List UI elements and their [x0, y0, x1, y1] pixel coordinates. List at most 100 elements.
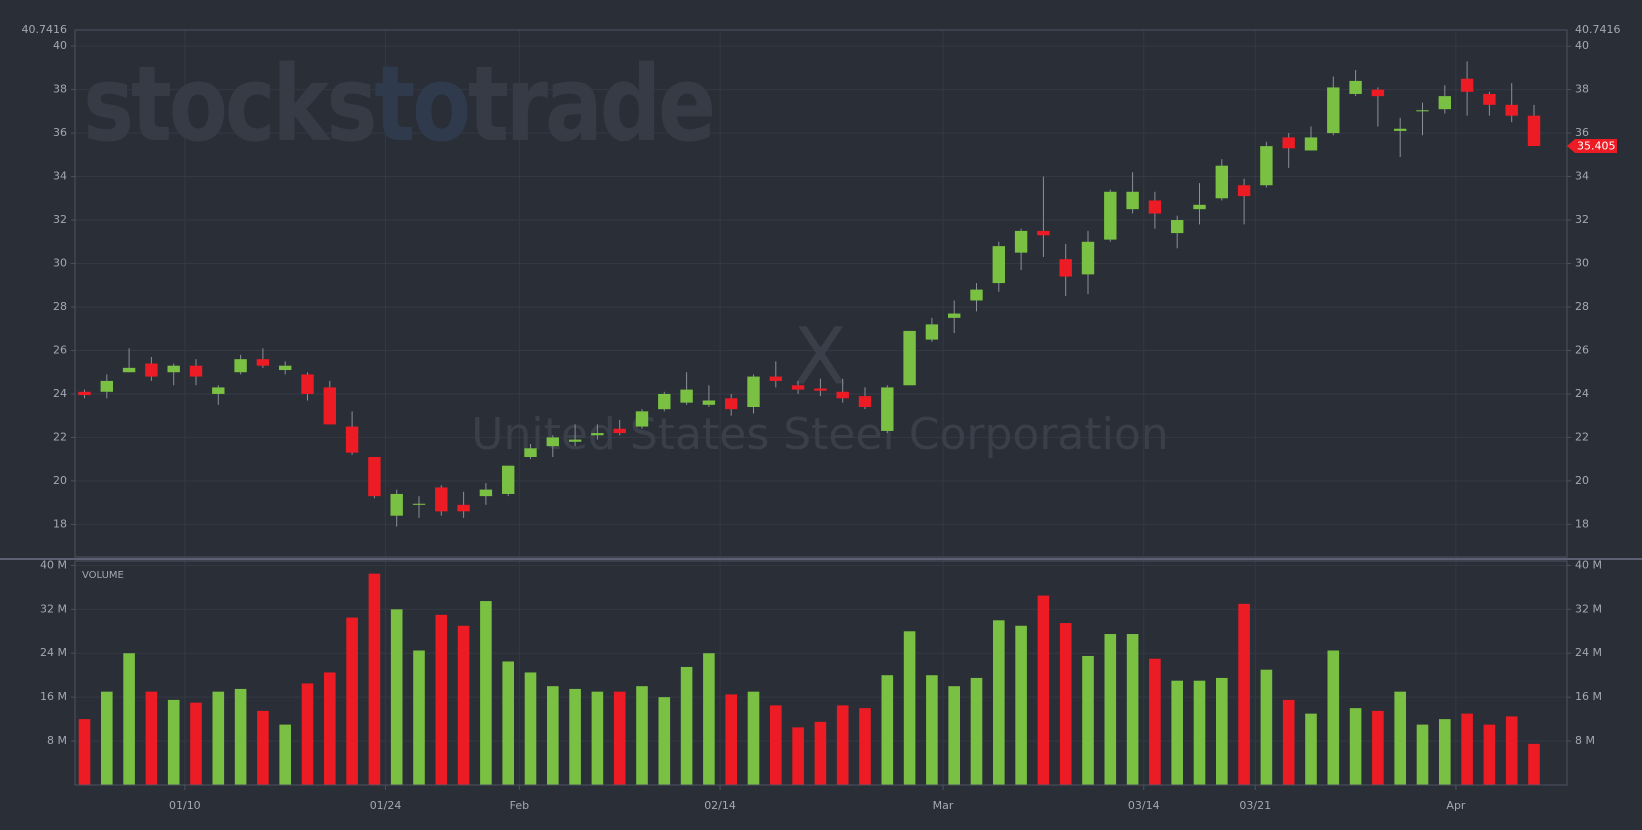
y-tick-label-right: 20: [1575, 474, 1589, 487]
candle-body: [390, 493, 403, 516]
candle-body: [836, 391, 849, 399]
y-tick-label-right: 26: [1575, 343, 1589, 356]
volume-bar: [1238, 603, 1250, 785]
y-tick-label: 30: [53, 257, 67, 270]
y-max-label: 40.7416: [22, 23, 68, 36]
candle-body: [1483, 93, 1496, 105]
watermark-brand-part: trade: [468, 43, 713, 165]
volume-bar: [324, 672, 336, 785]
volume-bar: [1305, 713, 1317, 785]
candle-body: [903, 330, 916, 386]
candle-body: [680, 389, 693, 403]
volume-bar: [993, 620, 1005, 785]
volume-bar: [680, 666, 693, 785]
y-tick-label: 40: [53, 39, 67, 52]
volume-bar: [390, 609, 403, 785]
candle-body: [1215, 165, 1228, 199]
candle-body: [256, 359, 270, 366]
volume-title: VOLUME: [82, 570, 124, 581]
volume-bar: [1416, 724, 1429, 785]
volume-bar: [502, 661, 514, 785]
mark-layer: [78, 61, 1541, 785]
x-tick-label: 01/24: [370, 799, 402, 812]
y-tick-label-right: 30: [1575, 257, 1589, 270]
y-tick-label: 40 M: [40, 558, 67, 571]
candle-body: [1260, 146, 1273, 186]
y-tick-label-right: 24 M: [1575, 646, 1602, 659]
volume-bar: [145, 691, 158, 785]
volume-bar: [457, 625, 470, 785]
volume-bar: [569, 688, 581, 785]
candle-body: [502, 465, 515, 494]
y-tick-label: 24: [53, 387, 67, 400]
volume-bar: [346, 617, 358, 785]
candle-body: [1416, 110, 1429, 112]
volume-bar: [591, 691, 604, 785]
volume-bar: [212, 691, 225, 785]
candle-body: [524, 448, 537, 457]
candle-body: [368, 456, 381, 497]
candle-body: [1171, 220, 1184, 234]
volume-bar: [881, 675, 894, 785]
x-tick-label: 02/14: [704, 799, 736, 812]
y-tick-label: 16 M: [40, 690, 67, 703]
volume-bar: [1505, 716, 1518, 785]
candle-body: [479, 489, 493, 497]
x-tick-label: 03/21: [1239, 799, 1271, 812]
volume-bar: [1193, 680, 1206, 785]
candle-body: [613, 428, 626, 434]
volume-bar: [368, 573, 381, 785]
x-tick-label: 03/14: [1128, 799, 1160, 812]
volume-bar: [167, 699, 180, 785]
volume-bar: [547, 686, 559, 785]
volume-bar: [435, 614, 448, 785]
candle-body: [725, 398, 738, 410]
price-frame: [74, 29, 1568, 558]
y-tick-label: 38: [53, 83, 67, 96]
candle-body: [747, 376, 760, 407]
watermark-company: United States Steel Corporation: [471, 409, 1168, 460]
candle-body: [345, 426, 359, 453]
x-tick-label: Feb: [510, 799, 529, 812]
y-tick-label: 20: [53, 474, 67, 487]
watermark-brand-part: stocks: [83, 43, 374, 165]
volume-bar: [725, 694, 737, 785]
candle-body: [301, 374, 314, 394]
y-tick-label: 28: [53, 300, 67, 313]
candle-body: [881, 387, 894, 431]
volume-bar: [78, 719, 91, 785]
y-tick-label-right: 40: [1575, 39, 1589, 52]
candle-body: [189, 365, 203, 377]
x-tick-label: Mar: [933, 799, 954, 812]
candle-body: [1282, 137, 1295, 149]
y-tick-label: 34: [53, 170, 67, 183]
candle-body: [212, 387, 225, 394]
volume-bar: [1461, 713, 1473, 785]
volume-bar: [524, 672, 537, 785]
watermark-brand: stockstotrade: [83, 43, 713, 165]
candle-body: [635, 411, 649, 427]
volume-bar: [903, 631, 916, 785]
volume-bar: [1349, 708, 1362, 785]
candle-body: [591, 433, 604, 436]
volume-bar: [1282, 699, 1295, 785]
volume-bar: [636, 686, 648, 785]
volume-bar: [123, 653, 135, 785]
y-tick-label: 18: [53, 517, 67, 530]
candle-body: [1104, 191, 1117, 240]
candle-body: [1371, 89, 1385, 97]
volume-bar: [1104, 634, 1117, 785]
y-tick-label: 22: [53, 430, 67, 443]
y-tick-label: 8 M: [47, 734, 67, 747]
y-tick-label-right: 8 M: [1575, 734, 1595, 747]
volume-bar: [1327, 650, 1340, 785]
candle-body: [167, 365, 180, 373]
candle-body: [1193, 204, 1206, 210]
candle-body: [1037, 230, 1050, 236]
last-price-tag: [1567, 139, 1617, 154]
y-tick-label: 26: [53, 343, 67, 356]
y-tick-label-right: 18: [1575, 517, 1589, 530]
volume-bar: [257, 710, 269, 785]
candle-body: [100, 380, 113, 392]
candle-body: [145, 363, 158, 377]
